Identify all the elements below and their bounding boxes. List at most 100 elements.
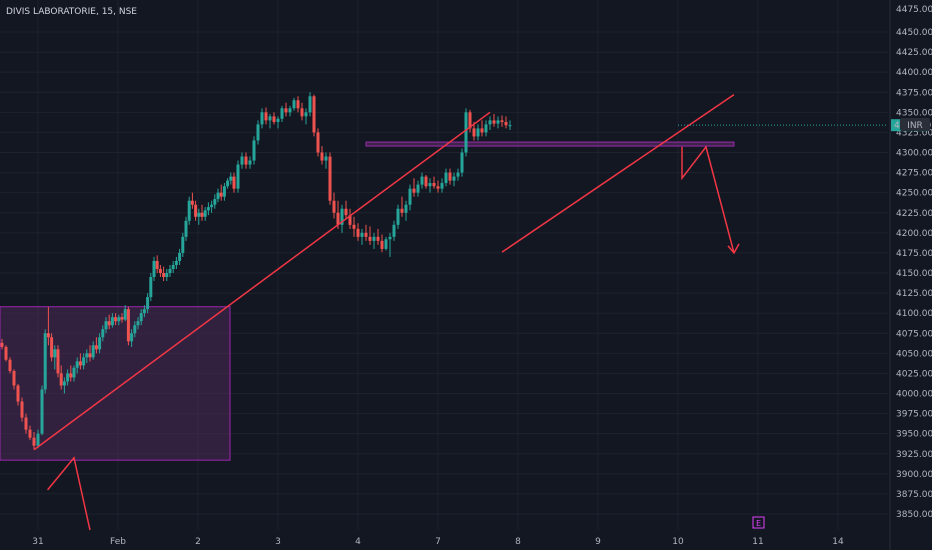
- candle-body: [240, 156, 244, 165]
- projection-path[interactable]: [47, 456, 91, 531]
- y-tick-label: 4100.00: [896, 309, 932, 319]
- candle-body: [120, 317, 124, 320]
- trend-line[interactable]: [501, 94, 735, 253]
- candle-body: [142, 309, 146, 314]
- candle-body: [16, 385, 20, 402]
- candle-body: [404, 204, 408, 213]
- candle-body: [226, 180, 230, 187]
- candle-body: [190, 200, 194, 205]
- candle-body: [94, 345, 98, 350]
- candle-body: [468, 112, 472, 129]
- candle-body: [260, 112, 264, 125]
- candle-body: [206, 207, 210, 211]
- projection-path[interactable]: [681, 145, 735, 254]
- time-axis[interactable]: 31 Feb 2 3 4 7 8 9 10 11 14 E: [32, 516, 844, 547]
- candle-body: [296, 100, 300, 109]
- candle-body: [136, 321, 140, 326]
- event-marker-box: [752, 516, 765, 529]
- candle-body: [304, 112, 308, 117]
- candle-body: [384, 239, 388, 249]
- candle-body: [340, 208, 344, 225]
- candle-body: [412, 188, 416, 193]
- x-tick-label: 10: [672, 537, 684, 547]
- candle-body: [203, 210, 207, 217]
- candle-body: [165, 273, 169, 278]
- candle-body: [219, 192, 223, 197]
- candle-body: [508, 125, 512, 127]
- candle-body: [46, 333, 50, 338]
- x-tick-label: 2: [195, 537, 201, 547]
- resistance-zone[interactable]: [365, 141, 735, 147]
- candle-body: [158, 268, 162, 273]
- x-tick-label: Feb: [110, 537, 126, 547]
- y-tick-label: 3875.00: [896, 490, 932, 500]
- y-tick-label: 4175.00: [896, 249, 932, 259]
- candles: [0, 92, 512, 450]
- candle-body: [312, 96, 316, 133]
- candle-body: [181, 236, 185, 253]
- candle-body: [440, 183, 444, 189]
- candle-body: [178, 252, 182, 261]
- candle-body: [264, 112, 268, 121]
- candle-body: [308, 96, 312, 113]
- candle-body: [168, 268, 172, 273]
- candle-body: [114, 317, 118, 322]
- x-tick-label: 9: [595, 537, 601, 547]
- candle-body: [272, 116, 276, 122]
- candle-body: [32, 437, 36, 446]
- candle-body: [428, 183, 432, 187]
- candle-body: [8, 359, 12, 372]
- y-tick-label: 4075.00: [896, 329, 932, 339]
- trend-line[interactable]: [33, 111, 491, 451]
- candle-body: [40, 389, 44, 434]
- candle-body: [372, 236, 376, 241]
- candle-body: [452, 176, 456, 181]
- y-tick-label: 4450.00: [896, 28, 932, 38]
- currency-badge[interactable]: INR: [900, 118, 930, 131]
- y-tick-label: 4150.00: [896, 269, 932, 279]
- candle-body: [194, 204, 198, 217]
- y-tick-label: 3925.00: [896, 450, 932, 460]
- candle-body: [280, 108, 284, 119]
- candle-body: [155, 260, 159, 269]
- candle-body: [197, 212, 201, 217]
- y-tick-label: 3975.00: [896, 410, 932, 420]
- candle-body: [348, 215, 352, 225]
- candle-body: [464, 112, 468, 153]
- candle-body: [416, 184, 420, 193]
- candle-body: [104, 321, 108, 330]
- currency-badge-label: INR: [907, 121, 923, 131]
- candle-body: [480, 128, 484, 133]
- candle-body: [88, 353, 92, 358]
- candle-body: [432, 183, 436, 187]
- candle-body: [130, 333, 134, 342]
- x-tick-label: 8: [515, 537, 521, 547]
- x-tick-label: 4: [355, 537, 361, 547]
- candle-body: [476, 128, 480, 137]
- candle-body: [229, 176, 233, 181]
- candle-body: [300, 108, 304, 117]
- candle-body: [72, 367, 76, 378]
- candle-body: [244, 156, 248, 165]
- y-tick-label: 3950.00: [896, 430, 932, 440]
- candle-body: [504, 121, 508, 126]
- candle-body: [82, 357, 86, 366]
- earnings-event-marker[interactable]: E: [752, 516, 765, 529]
- candle-body: [292, 100, 296, 109]
- candle-body: [388, 236, 392, 240]
- candle-body: [380, 240, 384, 249]
- y-tick-label: 3850.00: [896, 510, 932, 520]
- y-tick-label: 3900.00: [896, 470, 932, 480]
- candle-body: [98, 337, 102, 350]
- candle-body: [210, 204, 214, 208]
- candle-body: [316, 132, 320, 153]
- candle-body: [184, 220, 188, 237]
- candle-body: [276, 118, 280, 122]
- candle-body: [56, 349, 60, 374]
- y-tick-label: 4300.00: [896, 149, 932, 159]
- candle-body: [420, 176, 424, 185]
- price-axis[interactable]: 4450.00 4425.00 4400.00 4375.00 4350.00 4325.…: [891, 5, 932, 520]
- candle-body: [436, 186, 440, 189]
